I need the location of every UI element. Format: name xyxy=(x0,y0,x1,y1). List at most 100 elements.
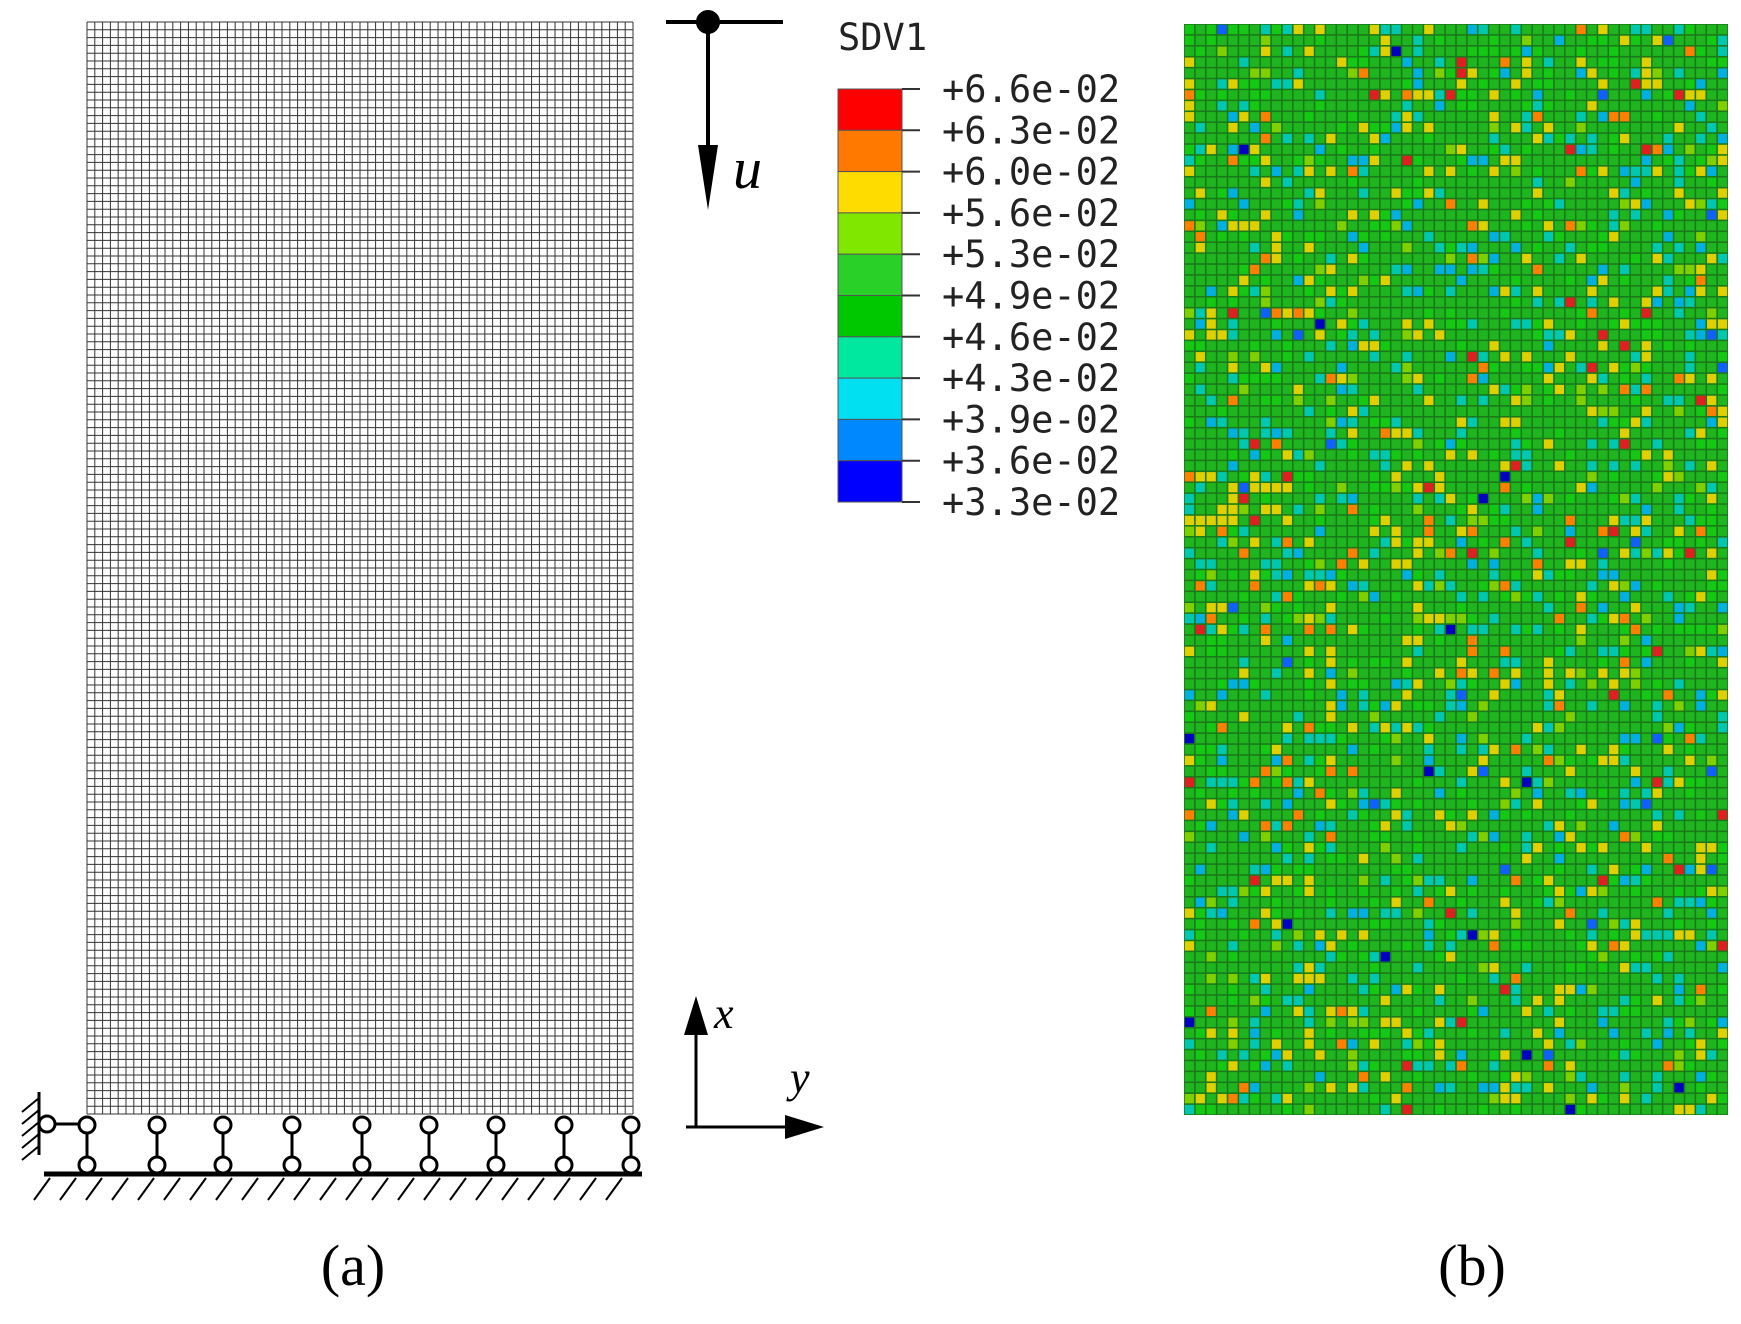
mesh-cell xyxy=(1250,155,1260,166)
mesh-cell xyxy=(1184,788,1195,798)
mesh-cell xyxy=(1663,864,1673,875)
mesh-cell xyxy=(1663,330,1673,340)
mesh-cell xyxy=(1380,24,1390,35)
mesh-cell xyxy=(1717,352,1728,362)
mesh-cell xyxy=(1652,46,1662,56)
mesh-cell xyxy=(1260,57,1271,67)
mesh-cell xyxy=(1522,373,1532,384)
mesh-cell xyxy=(1260,1028,1271,1038)
mesh-cell xyxy=(1674,199,1684,209)
mesh-cell xyxy=(1260,679,1271,689)
mesh-cell xyxy=(1511,952,1521,962)
mesh-cell xyxy=(1293,624,1303,635)
mesh-cell xyxy=(1315,177,1325,187)
mesh-cell xyxy=(1543,308,1554,318)
mesh-cell xyxy=(1424,744,1434,755)
mesh-cell xyxy=(1511,199,1521,209)
mesh-cell xyxy=(1304,504,1314,515)
mesh-cell xyxy=(1391,581,1401,591)
mesh-cell xyxy=(1663,308,1673,318)
mesh-cell xyxy=(1565,908,1575,918)
mesh-cell xyxy=(1641,1017,1652,1027)
mesh-cell xyxy=(1663,253,1673,264)
mesh-cell xyxy=(1195,526,1205,536)
mesh-cell xyxy=(1696,79,1706,89)
mesh-cell xyxy=(1630,1017,1641,1027)
mesh-cell xyxy=(1674,919,1684,929)
mesh-cell xyxy=(1717,1039,1728,1049)
mesh-cell xyxy=(1696,472,1706,482)
mesh-cell xyxy=(1413,941,1423,951)
mesh-cell xyxy=(1641,766,1652,776)
mesh-cell xyxy=(1435,1104,1445,1115)
mesh-cell xyxy=(1337,384,1347,395)
mesh-cell xyxy=(1435,984,1445,995)
mesh-cell xyxy=(1239,210,1249,220)
mesh-cell xyxy=(1576,973,1586,984)
mesh-cell xyxy=(1195,133,1205,144)
mesh-cell xyxy=(1489,286,1499,296)
mesh-cell xyxy=(1184,581,1195,591)
mesh-cell xyxy=(1489,744,1499,755)
mesh-cell xyxy=(1652,657,1662,667)
mesh-cell xyxy=(1685,537,1695,547)
mesh-cell xyxy=(1445,853,1456,864)
mesh-cell xyxy=(1685,952,1695,962)
mesh-cell xyxy=(1206,101,1216,111)
mesh-cell xyxy=(1587,853,1597,864)
mesh-cell xyxy=(1293,875,1303,886)
mesh-cell xyxy=(1184,1006,1195,1017)
mesh-cell xyxy=(1696,232,1706,242)
mesh-cell xyxy=(1641,330,1652,340)
mesh-cell xyxy=(1228,515,1238,526)
mesh-cell xyxy=(1511,24,1521,35)
mesh-cell xyxy=(1337,286,1347,296)
mesh-cell xyxy=(1565,886,1575,896)
mesh-cell xyxy=(1609,133,1619,144)
mesh-cell xyxy=(1206,341,1216,351)
mesh-cell xyxy=(1413,243,1423,253)
mesh-cell xyxy=(1565,221,1575,231)
mesh-cell xyxy=(1184,57,1195,67)
mesh-cell xyxy=(1576,603,1586,613)
mesh-cell xyxy=(1195,232,1205,242)
mesh-cell xyxy=(1260,537,1271,547)
mesh-cell xyxy=(1337,1072,1347,1082)
mesh-cell xyxy=(1598,166,1608,176)
mesh-cell xyxy=(1478,122,1488,133)
mesh-cell xyxy=(1228,493,1238,504)
mesh-cell xyxy=(1576,232,1586,242)
mesh-cell xyxy=(1456,275,1467,286)
mesh-cell xyxy=(1641,1104,1652,1115)
mesh-cell xyxy=(1195,122,1205,133)
mesh-cell xyxy=(1685,701,1695,711)
mesh-cell xyxy=(1500,712,1510,722)
mesh-cell xyxy=(1467,646,1477,656)
mesh-cell xyxy=(1380,199,1390,209)
mesh-cell xyxy=(1717,384,1728,395)
mesh-cell xyxy=(1239,395,1249,406)
mesh-cell xyxy=(1630,297,1641,307)
mesh-cell xyxy=(1478,1072,1488,1082)
mesh-cell xyxy=(1511,690,1521,700)
mesh-cell xyxy=(1348,1083,1358,1093)
mesh-cell xyxy=(1217,275,1227,286)
mesh-cell xyxy=(1206,177,1216,187)
mesh-cell xyxy=(1260,930,1271,940)
mesh-cell xyxy=(1358,581,1369,591)
mesh-cell xyxy=(1369,461,1380,471)
mesh-cell xyxy=(1696,832,1706,842)
mesh-cell xyxy=(1315,1083,1325,1093)
mesh-cell xyxy=(1206,450,1216,460)
mesh-cell xyxy=(1511,744,1521,755)
mesh-cell xyxy=(1380,875,1390,886)
mesh-cell xyxy=(1206,723,1216,733)
mesh-cell xyxy=(1478,1050,1488,1060)
mesh-cell xyxy=(1358,79,1369,89)
mesh-cell xyxy=(1467,472,1477,482)
mesh-cell xyxy=(1326,701,1336,711)
mesh-cell xyxy=(1337,341,1347,351)
mesh-cell xyxy=(1239,613,1249,624)
mesh-cell xyxy=(1609,668,1619,678)
mesh-cell xyxy=(1271,428,1282,438)
